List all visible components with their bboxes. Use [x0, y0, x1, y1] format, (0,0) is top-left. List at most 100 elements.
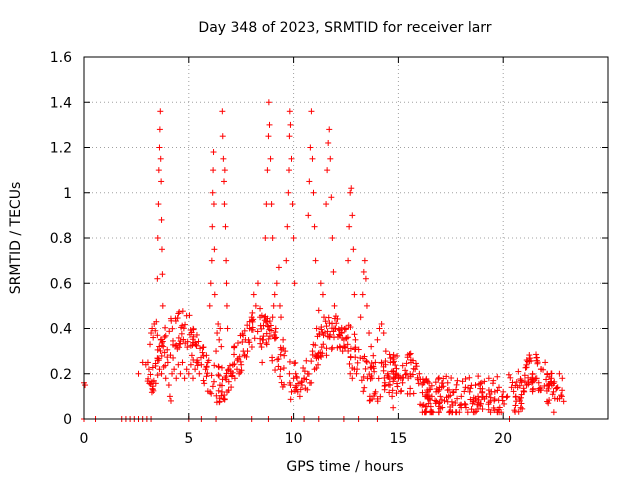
- data-point: [525, 381, 532, 388]
- data-point: [450, 389, 457, 396]
- data-point: [369, 396, 376, 403]
- data-point: [523, 361, 530, 368]
- data-point: [349, 212, 356, 219]
- data-point: [415, 380, 422, 387]
- data-point: [349, 364, 356, 371]
- data-point: [209, 223, 216, 230]
- data-point: [276, 302, 283, 309]
- data-point: [462, 375, 469, 382]
- data-point: [210, 149, 217, 156]
- data-point: [529, 386, 536, 393]
- data-point: [560, 398, 567, 405]
- data-point: [432, 379, 439, 386]
- data-point: [161, 349, 168, 356]
- data-point: [394, 352, 401, 359]
- data-point: [449, 409, 456, 416]
- data-point: [148, 378, 155, 385]
- data-point: [347, 370, 354, 377]
- data-point: [342, 344, 349, 351]
- data-point: [272, 325, 279, 332]
- data-point: [208, 257, 215, 264]
- data-point: [413, 363, 420, 370]
- data-point: [219, 108, 226, 115]
- data-point: [303, 357, 310, 364]
- data-point: [357, 314, 364, 321]
- data-point: [319, 291, 326, 298]
- data-point: [297, 386, 304, 393]
- data-point: [296, 393, 303, 400]
- data-point: [179, 359, 186, 366]
- data-point: [541, 382, 548, 389]
- data-point: [435, 409, 442, 416]
- x-tick-label: 0: [80, 431, 89, 447]
- data-point: [221, 392, 228, 399]
- data-point: [266, 121, 273, 128]
- data-point: [346, 360, 353, 367]
- data-point: [368, 343, 375, 350]
- data-point: [266, 333, 273, 340]
- data-point: [162, 324, 169, 331]
- data-point: [334, 344, 341, 351]
- data-point: [329, 235, 336, 241]
- data-point: [397, 388, 404, 395]
- data-point: [275, 363, 282, 370]
- data-point: [407, 385, 414, 392]
- data-point: [477, 385, 484, 392]
- data-point: [389, 387, 396, 394]
- data-point: [529, 378, 536, 385]
- data-point: [214, 330, 221, 337]
- data-point: [267, 155, 274, 162]
- data-point: [173, 375, 180, 382]
- data-point: [501, 400, 508, 407]
- data-point: [348, 185, 355, 192]
- data-point: [461, 388, 468, 395]
- data-point: [475, 381, 482, 388]
- data-point: [368, 375, 375, 382]
- data-point: [211, 291, 218, 298]
- data-point: [291, 280, 298, 287]
- data-point: [518, 400, 525, 407]
- data-point: [499, 393, 506, 400]
- data-point: [444, 398, 451, 405]
- data-point: [444, 387, 451, 394]
- data-point: [521, 378, 528, 385]
- data-point: [269, 235, 276, 241]
- data-point: [156, 126, 163, 133]
- data-point: [382, 358, 389, 365]
- data-point: [329, 320, 336, 327]
- data-point: [361, 353, 368, 360]
- data-point: [490, 404, 497, 411]
- data-point: [246, 318, 253, 325]
- data-point: [422, 409, 429, 416]
- data-point: [363, 358, 370, 365]
- data-point: [490, 377, 497, 384]
- data-point: [189, 375, 196, 382]
- data-point: [353, 370, 360, 377]
- data-point: [187, 361, 194, 368]
- data-point: [426, 380, 433, 387]
- data-point: [171, 366, 178, 373]
- data-point: [291, 387, 298, 394]
- data-point: [179, 308, 186, 315]
- data-point: [336, 331, 343, 338]
- data-point: [166, 328, 173, 335]
- data-point: [224, 325, 231, 332]
- data-point: [304, 386, 311, 393]
- data-point: [380, 367, 387, 374]
- data-point: [217, 325, 224, 332]
- data-point: [389, 393, 396, 400]
- data-point: [351, 291, 358, 298]
- data-point: [284, 223, 291, 230]
- data-point: [265, 335, 272, 342]
- data-point: [390, 351, 397, 358]
- data-point: [380, 330, 387, 337]
- data-point: [366, 330, 373, 337]
- data-point: [439, 380, 446, 387]
- data-point: [559, 387, 566, 394]
- data-point: [313, 325, 320, 332]
- data-point: [344, 341, 351, 348]
- data-point: [512, 402, 519, 409]
- data-point: [403, 360, 410, 367]
- data-point: [326, 126, 333, 133]
- data-point: [173, 342, 180, 349]
